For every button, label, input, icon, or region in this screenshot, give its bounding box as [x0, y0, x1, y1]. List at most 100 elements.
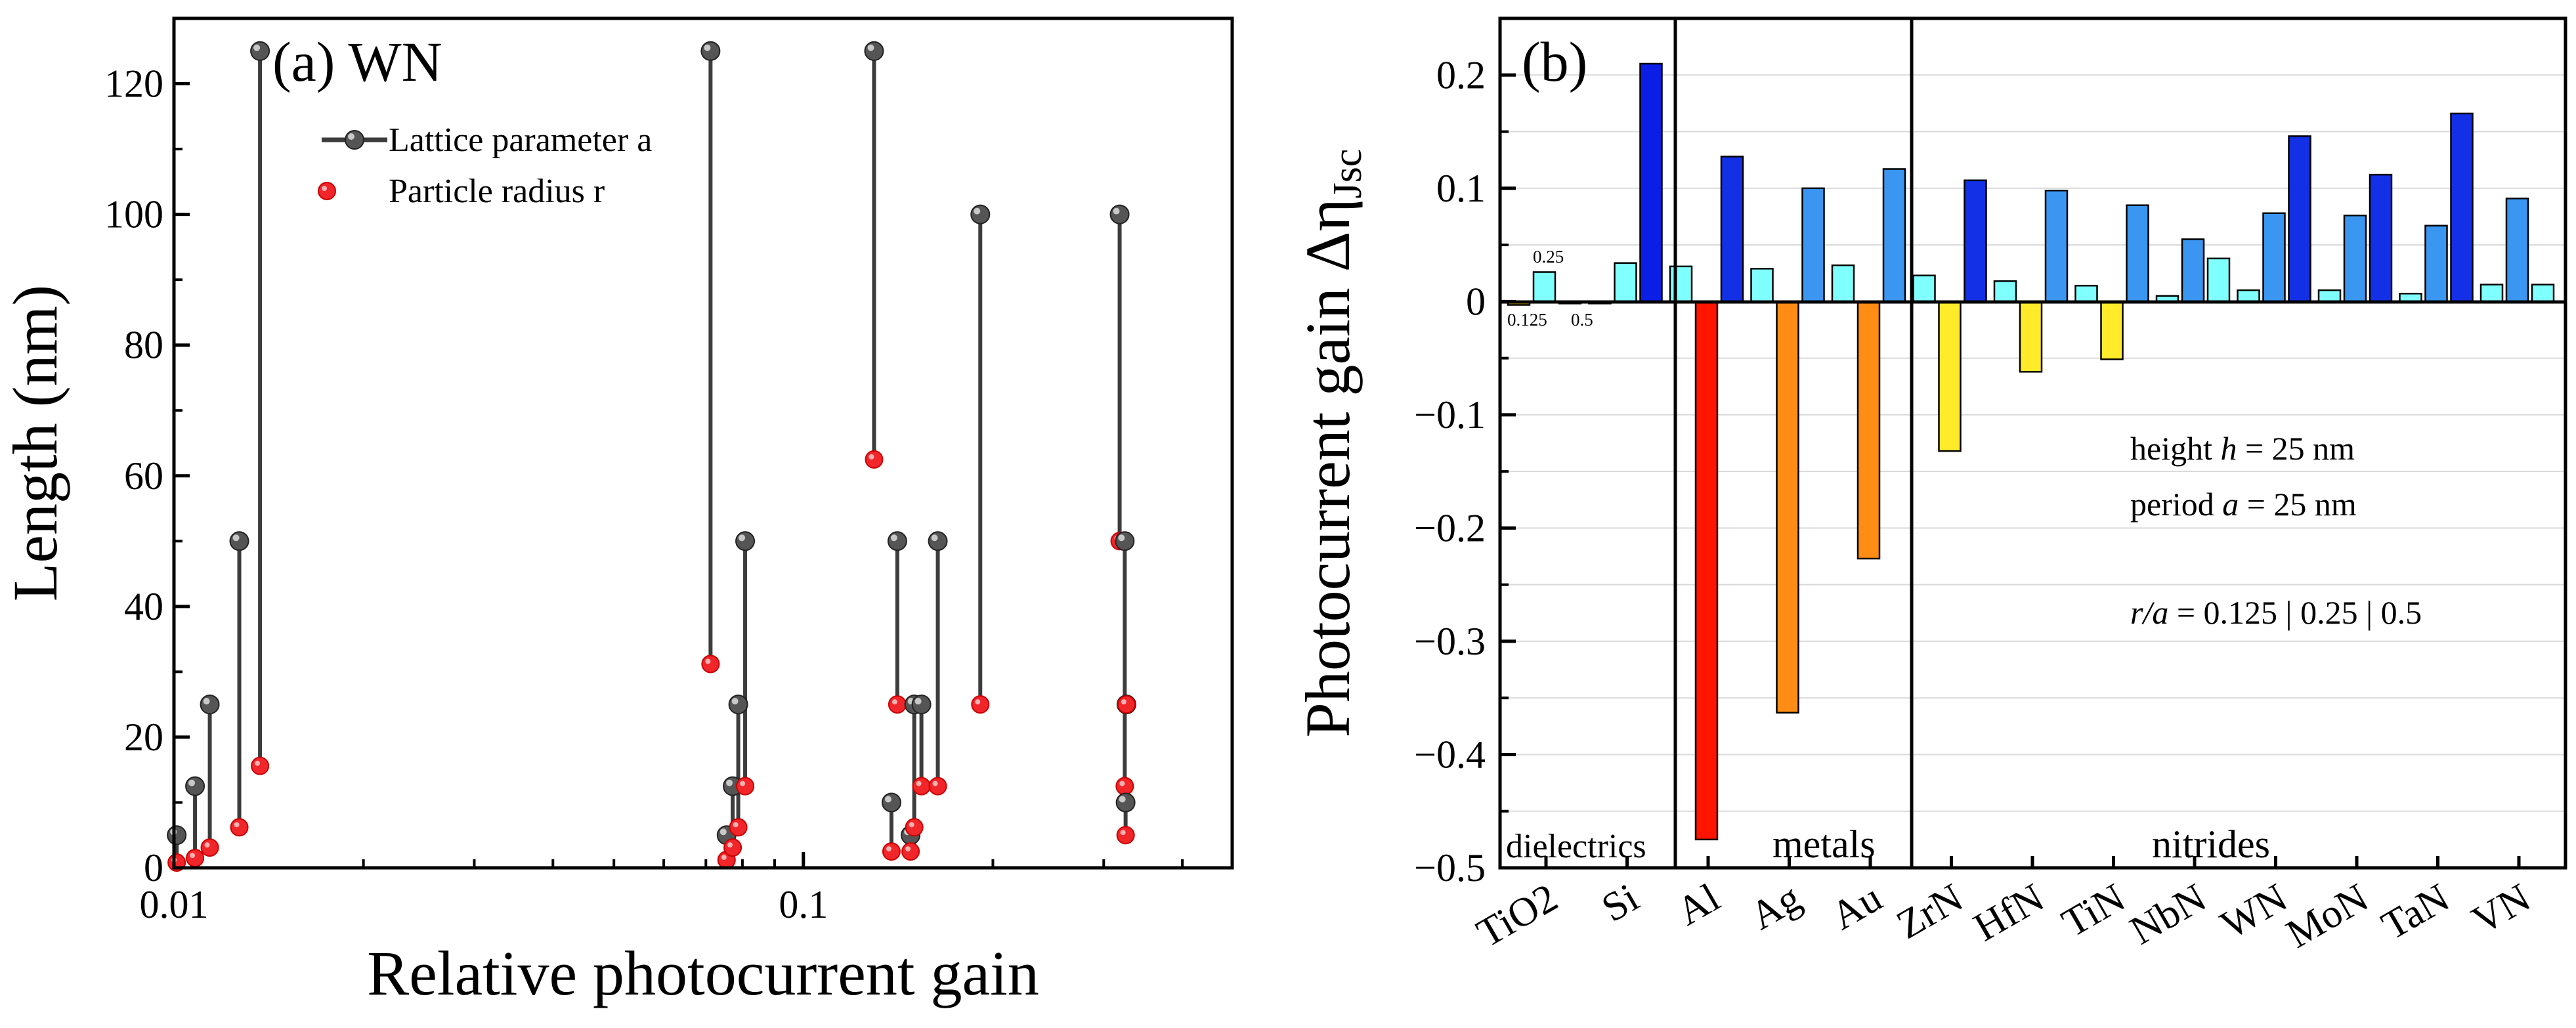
- lattice-parameter-point: [928, 531, 948, 551]
- particle-radius-point: [723, 838, 742, 857]
- bar-vn-ratio-2: [2505, 198, 2529, 303]
- panel-b-y-tick-label: 0.1: [1436, 167, 1486, 210]
- particle-radius-point-highlight: [891, 699, 897, 705]
- particle-radius-point-highlight: [975, 699, 981, 705]
- lattice-parameter-point-highlight: [704, 44, 711, 51]
- annotation-period: period a = 25 nm: [2130, 486, 2357, 523]
- panel-b-y-tick-label: −0.1: [1414, 393, 1486, 437]
- ratio-label-025: 0.25: [1533, 247, 1564, 267]
- particle-radius-point: [230, 818, 249, 837]
- panel-a-label: (a) WN: [272, 30, 442, 93]
- particle-radius-point-highlight: [909, 822, 914, 828]
- lattice-parameter-point-highlight: [1118, 534, 1125, 542]
- bar-si-ratio-2: [1614, 262, 1637, 303]
- bar-hfn-ratio-1: [1993, 280, 2017, 303]
- bar-tin-ratio-3: [2126, 204, 2149, 303]
- lattice-parameter-point-highlight: [253, 44, 261, 51]
- lattice-parameter-point: [970, 204, 991, 225]
- legend-lattice-marker: [345, 130, 364, 150]
- annotation-height: height h = 25 nm: [2130, 430, 2355, 467]
- group-label-metals: metals: [1772, 823, 1876, 866]
- bar-zrn-ratio-1: [1912, 274, 1936, 303]
- lattice-parameter-point: [735, 531, 756, 551]
- bar-zrn-ratio-3: [1964, 179, 1987, 303]
- panel-a-y-axis-title: Length (nm): [0, 285, 70, 602]
- particle-radius-point: [912, 777, 931, 796]
- bar-au-ratio-3: [1882, 168, 1906, 303]
- bar-ag-ratio-3: [1801, 187, 1825, 303]
- particle-radius-point-highlight: [869, 454, 874, 460]
- lattice-parameter-point-highlight: [867, 44, 874, 51]
- particle-radius-point: [888, 695, 907, 714]
- group-label-nitrides: nitrides: [2152, 823, 2270, 866]
- particle-radius-point: [251, 756, 270, 775]
- lattice-parameter-point: [728, 695, 748, 715]
- lattice-parameter-point-highlight: [731, 698, 739, 705]
- bar-wn-ratio-2: [2262, 212, 2286, 303]
- particle-radius-point: [200, 838, 219, 857]
- particle-radius-point-highlight: [740, 781, 746, 786]
- particle-radius-point-highlight: [705, 658, 711, 664]
- bar-mon-ratio-1: [2317, 289, 2342, 303]
- panel-b-y-axis-title: Photocurrent gain ΔηJsc: [1293, 149, 1370, 738]
- panel-a-y-tick-label: 40: [124, 585, 163, 628]
- group-label-dielectrics: dielectrics: [1506, 828, 1646, 865]
- legend-radius-label: Particle radius r: [389, 173, 605, 210]
- bar-mon-ratio-3: [2369, 173, 2393, 303]
- bar-hfn-ratio-3: [2044, 190, 2069, 303]
- particle-radius-point: [882, 842, 901, 861]
- lattice-parameter-point-highlight: [914, 698, 922, 705]
- particle-radius-point-highlight: [932, 781, 938, 786]
- lattice-parameter-point-highlight: [931, 534, 938, 542]
- lattice-parameter-point: [185, 776, 205, 796]
- panel-b-y-tick-label: 0.2: [1436, 53, 1486, 96]
- lattice-parameter-point: [1115, 792, 1136, 813]
- lattice-parameter-point: [200, 695, 220, 715]
- lattice-parameter-point: [167, 825, 187, 846]
- lattice-parameter-point: [881, 792, 901, 813]
- particle-radius-point-highlight: [733, 822, 739, 828]
- bar-al-ratio-3: [1720, 156, 1744, 303]
- panel-a-y-tick-label: 60: [124, 454, 163, 498]
- panel-a-y-tick-label: 0: [144, 846, 163, 889]
- panel-b-label: (b): [1522, 30, 1587, 93]
- lattice-parameter-point: [700, 41, 721, 61]
- lattice-parameter-point-highlight: [203, 698, 210, 705]
- particle-radius-point-highlight: [886, 846, 891, 852]
- particle-radius-point: [1117, 695, 1136, 714]
- particle-radius-point-highlight: [255, 760, 261, 766]
- panel-b-grid: [1500, 18, 2565, 868]
- lattice-parameter-point-highlight: [739, 534, 746, 542]
- particle-radius-point-highlight: [234, 822, 240, 828]
- panel-b-y-tick-label: 0: [1466, 280, 1486, 323]
- panel-a-y-tick-label: 100: [104, 193, 163, 236]
- panel-b-y-tick-label: −0.5: [1414, 846, 1486, 889]
- lattice-parameter-point-highlight: [1119, 796, 1126, 803]
- particle-radius-point-highlight: [721, 855, 727, 861]
- lattice-parameter-point-highlight: [884, 796, 891, 803]
- bar-zrn-ratio-2: [1938, 301, 1962, 452]
- panel-a-y-tick-label: 80: [124, 324, 163, 367]
- panel-b-y-tick-label: −0.4: [1414, 733, 1486, 776]
- bar-au-ratio-2: [1857, 301, 1881, 560]
- particle-radius-point-highlight: [204, 842, 210, 848]
- bar-tan-ratio-3: [2450, 112, 2474, 303]
- lattice-parameter-point: [864, 41, 884, 61]
- legend-radius-marker: [318, 182, 336, 200]
- bar-ag-ratio-1: [1750, 268, 1774, 303]
- particle-radius-point-highlight: [905, 846, 911, 852]
- particle-radius-point: [186, 849, 205, 868]
- lattice-parameter-point: [229, 531, 249, 551]
- panel-a-y-tick-label: 120: [104, 62, 163, 106]
- legend-lattice-label: Lattice parameter a: [389, 121, 652, 159]
- lattice-parameter-point-highlight: [890, 534, 897, 542]
- lattice-parameter-point: [250, 41, 270, 61]
- panel-a-x-axis-title: Relative photocurrent gain: [367, 938, 1039, 1008]
- panel-a-x-tick-label: 0.01: [140, 883, 209, 926]
- bar-tin-ratio-2: [2100, 301, 2124, 360]
- particle-radius-point: [905, 818, 924, 837]
- bar-vn-ratio-3: [2531, 284, 2555, 303]
